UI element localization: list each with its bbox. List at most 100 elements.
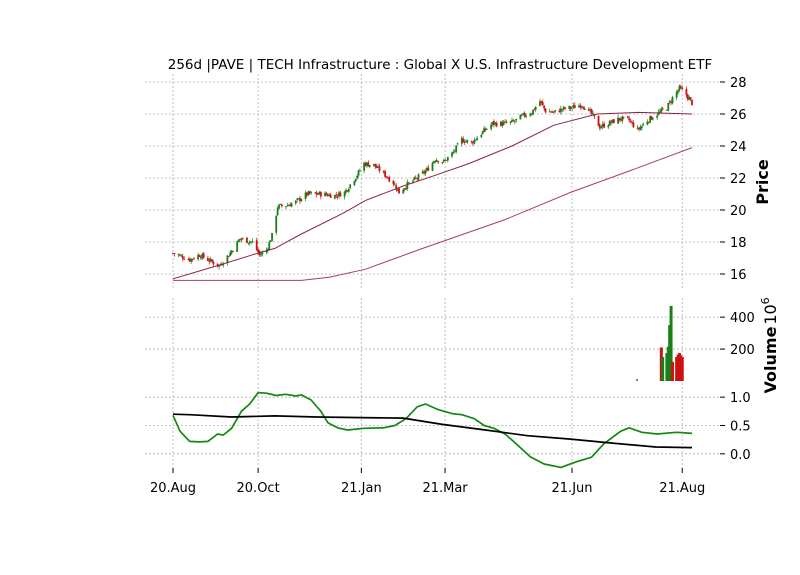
candle-body (275, 215, 278, 233)
candle-body (642, 123, 645, 126)
candle-body (541, 101, 544, 105)
volume-axis-label: Volume (761, 326, 780, 393)
candle-body (435, 160, 438, 162)
candle-body (241, 238, 244, 240)
candle-body (640, 125, 643, 129)
candle-body (294, 200, 297, 204)
candle-body (373, 163, 375, 166)
candle-body (333, 194, 336, 199)
candle-body (211, 259, 213, 262)
y-tick-label: 16 (730, 268, 747, 283)
candle-body (278, 204, 280, 209)
candle-body (388, 177, 391, 182)
candle-body (540, 100, 543, 103)
candle-body (522, 113, 525, 115)
candle-body (483, 128, 486, 132)
candle-body (544, 108, 547, 113)
candle-body (364, 162, 367, 167)
x-tick-label: 21.Jun (552, 481, 593, 496)
candle-body (603, 123, 606, 128)
candle-body (589, 109, 592, 111)
candle-body (297, 198, 300, 200)
candle-body (451, 152, 453, 157)
candle-body (550, 111, 552, 113)
candle-body (198, 255, 201, 257)
candle-body (513, 121, 516, 122)
candle-body (512, 120, 515, 122)
candle-body (453, 150, 456, 152)
candle-body (533, 108, 536, 110)
candle-body (631, 122, 633, 123)
candle-body (306, 192, 308, 196)
candle-body (621, 116, 624, 122)
candle-body (325, 193, 328, 195)
candle-body (232, 251, 234, 252)
candle-body (407, 182, 410, 184)
candle-body (216, 263, 219, 267)
candle-body (473, 139, 476, 144)
candle-body (345, 189, 347, 193)
candle-body (255, 240, 258, 250)
candle-body (582, 106, 585, 109)
candle-body (414, 177, 417, 179)
candle-body (492, 121, 495, 125)
x-tick-label: 20.Aug (150, 481, 196, 496)
candle-body (353, 181, 356, 186)
candle-body (520, 114, 523, 116)
candle-body (434, 160, 437, 163)
candle-body (378, 166, 381, 172)
candle-body (177, 254, 180, 256)
candle-body (396, 189, 399, 191)
moving-average-line (172, 111, 693, 280)
candle-body (665, 109, 668, 111)
y-tick-label: 400 (730, 311, 755, 326)
candle-body (206, 258, 209, 261)
candle-body (417, 174, 420, 180)
candle-body (472, 142, 474, 144)
candle-body (229, 252, 232, 257)
candle-body (656, 115, 659, 118)
candle-body (667, 103, 670, 111)
candle-body (529, 114, 532, 116)
candle-body (668, 101, 671, 103)
candle-body (431, 162, 434, 171)
candle-body (374, 163, 377, 167)
candle-body (677, 90, 679, 93)
candle-body (339, 192, 342, 197)
candle-body (592, 113, 594, 115)
candle-body (445, 159, 448, 161)
candle-body (363, 162, 366, 171)
y-tick-label: 24 (730, 140, 747, 155)
candle-body (532, 109, 534, 115)
candle-body (600, 127, 603, 128)
candle-body (590, 109, 593, 114)
candle-body (534, 106, 537, 110)
candle-body (290, 203, 293, 207)
candle-body (209, 258, 212, 261)
candle-body (691, 99, 693, 105)
candle-body (652, 118, 654, 120)
candle-body (515, 118, 518, 121)
candle-body (444, 159, 446, 161)
candle-body (280, 204, 283, 207)
candle-body (285, 206, 287, 208)
candle-body (324, 192, 326, 197)
candle-body (349, 184, 352, 189)
candle-body (382, 171, 385, 173)
candle-body (646, 121, 649, 125)
moving-average-line (173, 147, 693, 281)
candle-body (286, 205, 289, 207)
candle-body (491, 121, 494, 125)
candle-body (543, 105, 546, 109)
candle-body (617, 117, 619, 124)
candle-body (502, 122, 505, 126)
candle-body (636, 127, 639, 129)
candle-body (287, 205, 290, 206)
candle-body (675, 91, 678, 98)
candle-body (384, 170, 386, 177)
candle-body (554, 110, 557, 112)
candle-body (276, 207, 279, 215)
candle-body (649, 115, 652, 123)
candle-body (437, 160, 439, 163)
candle-body (356, 175, 359, 179)
